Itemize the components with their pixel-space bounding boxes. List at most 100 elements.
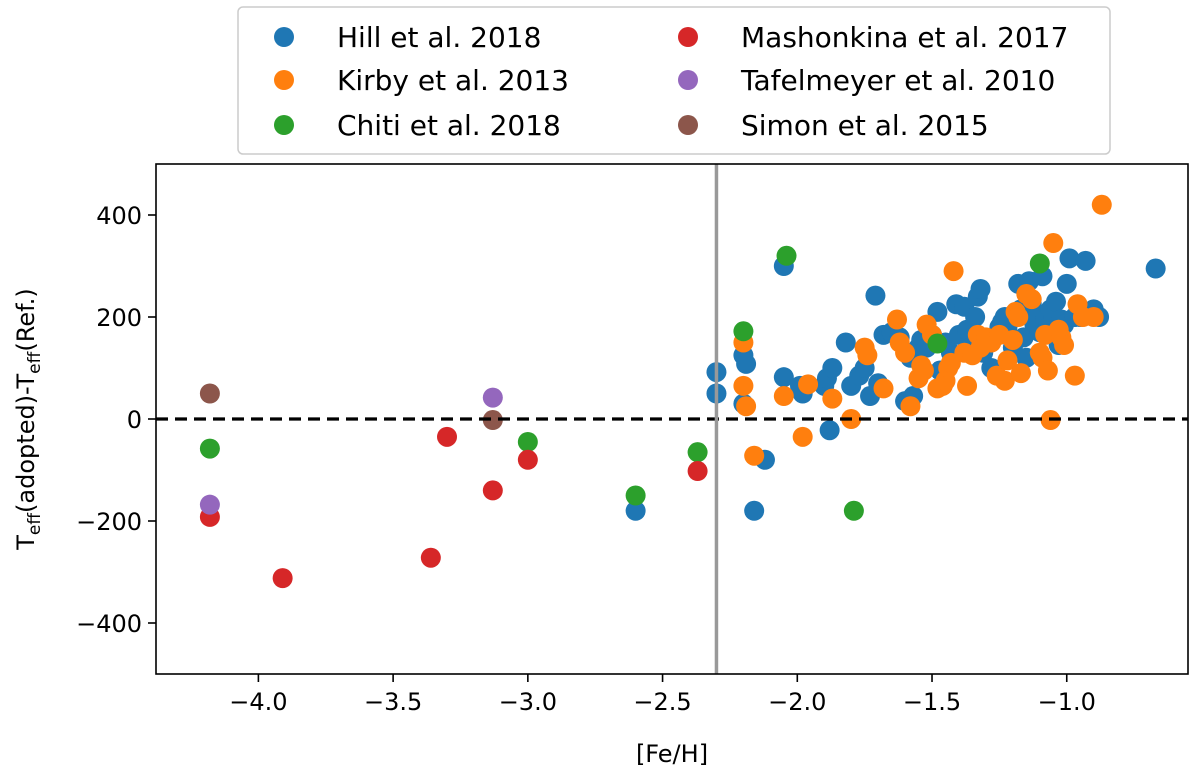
data-point bbox=[843, 500, 864, 521]
data-point bbox=[773, 386, 794, 407]
data-point bbox=[1002, 329, 1023, 350]
series-simon-et-al-2015 bbox=[199, 383, 503, 431]
legend-item: Tafelmeyer et al. 2010 bbox=[678, 64, 1055, 97]
x-tick-label: −1.5 bbox=[903, 688, 961, 716]
data-point bbox=[744, 500, 765, 521]
legend-marker bbox=[274, 70, 294, 90]
x-tick-label: −3.0 bbox=[499, 688, 557, 716]
data-point bbox=[733, 375, 754, 396]
data-point bbox=[970, 278, 991, 299]
data-point bbox=[997, 350, 1018, 371]
x-tick-label: −2.0 bbox=[768, 688, 826, 716]
data-points bbox=[199, 194, 1166, 589]
data-point bbox=[482, 387, 503, 408]
data-point bbox=[1037, 360, 1058, 381]
data-point bbox=[994, 370, 1015, 391]
data-point bbox=[776, 245, 797, 266]
y-tick-label: −200 bbox=[76, 508, 142, 536]
data-point bbox=[736, 396, 757, 417]
legend-item: Kirby et al. 2013 bbox=[274, 64, 569, 97]
data-point bbox=[943, 261, 964, 282]
legend-label: Mashonkina et al. 2017 bbox=[741, 21, 1068, 54]
x-tick-label: −2.5 bbox=[633, 688, 691, 716]
data-point bbox=[517, 449, 538, 470]
data-point bbox=[687, 461, 708, 482]
data-point bbox=[873, 378, 894, 399]
data-point bbox=[1008, 307, 1029, 327]
series-chiti-et-al-2018 bbox=[199, 245, 1050, 521]
legend-marker bbox=[274, 27, 294, 47]
data-point bbox=[1075, 250, 1096, 271]
data-point bbox=[517, 431, 538, 452]
legend-marker bbox=[678, 115, 698, 135]
legend-entries: Hill et al. 2018 Kirby et al. 2013 Chiti e… bbox=[274, 21, 1068, 142]
legend-label: Simon et al. 2015 bbox=[741, 109, 989, 142]
data-point bbox=[736, 353, 757, 374]
y-tick-label: 200 bbox=[96, 304, 142, 332]
x-tick-label: −3.5 bbox=[364, 688, 422, 716]
data-point bbox=[625, 485, 646, 506]
data-point bbox=[625, 500, 646, 521]
legend-marker bbox=[274, 115, 294, 135]
legend-item: Mashonkina et al. 2017 bbox=[678, 21, 1068, 54]
data-point bbox=[798, 374, 819, 395]
data-point bbox=[819, 420, 840, 441]
y-axis-title-part: T bbox=[12, 535, 40, 551]
data-point bbox=[272, 568, 293, 589]
data-point bbox=[1056, 273, 1077, 294]
legend-item: Simon et al. 2015 bbox=[678, 109, 989, 142]
data-point bbox=[199, 383, 220, 404]
data-point bbox=[792, 426, 813, 447]
data-point bbox=[482, 480, 503, 501]
data-point bbox=[895, 342, 916, 363]
legend-marker bbox=[678, 27, 698, 47]
y-axis-title-subscript: eff bbox=[25, 512, 45, 535]
data-point bbox=[733, 321, 754, 342]
x-axis-ticks: −4.0 −3.5 −3.0 −2.5 −2.0 −1.5 −1.0 bbox=[229, 674, 1096, 716]
plot-area bbox=[155, 163, 1189, 675]
data-point bbox=[1045, 291, 1066, 312]
data-point bbox=[822, 388, 843, 409]
data-point bbox=[199, 438, 220, 459]
data-point bbox=[1059, 248, 1080, 269]
data-point bbox=[437, 426, 458, 447]
series-tafelmeyer-et-al-2010 bbox=[199, 387, 503, 515]
data-point bbox=[886, 309, 907, 330]
x-tick-label: −1.0 bbox=[1038, 688, 1096, 716]
data-point bbox=[857, 345, 878, 366]
x-axis-title: [Fe/H] bbox=[636, 740, 708, 768]
y-axis-title-part: (adopted)-T bbox=[12, 373, 40, 512]
y-axis-title-part: (Ref.) bbox=[12, 288, 40, 351]
data-point bbox=[773, 367, 794, 388]
data-point bbox=[965, 307, 986, 327]
legend-marker bbox=[678, 70, 698, 90]
data-point bbox=[1083, 307, 1104, 327]
legend-label: Tafelmeyer et al. 2010 bbox=[740, 64, 1055, 97]
data-point bbox=[927, 333, 948, 354]
data-point bbox=[1010, 363, 1031, 384]
data-point bbox=[957, 375, 978, 396]
data-point bbox=[1145, 258, 1166, 279]
data-point bbox=[1043, 233, 1064, 254]
data-point bbox=[900, 396, 921, 417]
legend-item: Chiti et al. 2018 bbox=[274, 109, 561, 142]
data-point bbox=[420, 547, 441, 568]
data-point bbox=[822, 358, 843, 378]
legend-label: Kirby et al. 2013 bbox=[337, 64, 569, 97]
legend-label: Chiti et al. 2018 bbox=[337, 109, 561, 142]
data-point bbox=[1054, 335, 1075, 356]
data-point bbox=[687, 442, 708, 463]
legend-box bbox=[237, 6, 1111, 155]
data-point bbox=[1091, 194, 1112, 215]
legend-item: Hill et al. 2018 bbox=[274, 21, 541, 54]
y-tick-label: 0 bbox=[127, 406, 142, 434]
y-axis-title-subscript: eff bbox=[25, 350, 45, 373]
legend: Hill et al. 2018 Kirby et al. 2013 Chiti e… bbox=[237, 6, 1111, 155]
data-point bbox=[913, 360, 934, 381]
data-point bbox=[744, 445, 765, 466]
legend-label: Hill et al. 2018 bbox=[337, 21, 541, 54]
series-hill-et-al-2018 bbox=[625, 248, 1166, 521]
y-tick-label: 400 bbox=[96, 202, 142, 230]
data-point bbox=[1021, 289, 1042, 310]
